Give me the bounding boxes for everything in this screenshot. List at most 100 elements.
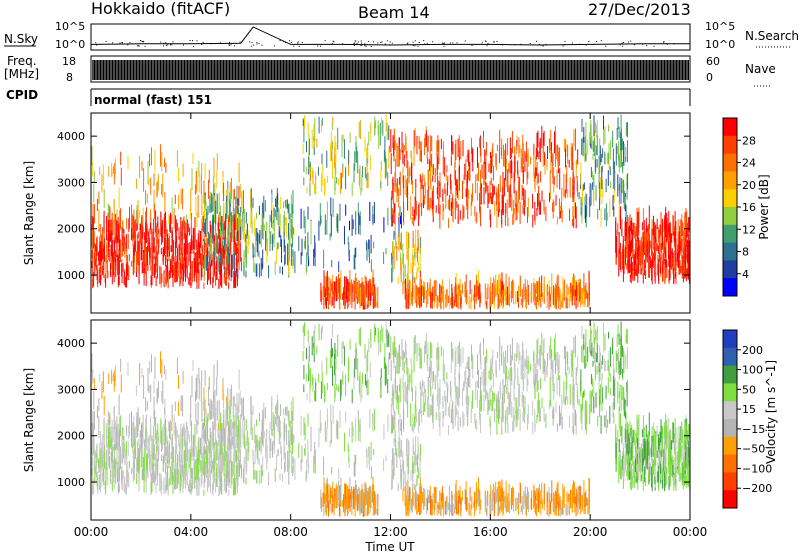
noise-dot — [426, 42, 428, 44]
noise-dot — [452, 42, 454, 44]
power-colorbar-tick-label: 16 — [742, 201, 756, 214]
power-colorbar-label: Power [dB] — [757, 174, 771, 239]
noise-dot — [96, 44, 98, 46]
noise-dot — [143, 40, 145, 42]
power-colorbar-tick-label: 24 — [742, 157, 756, 170]
noise-dot — [251, 42, 253, 44]
power-colorbar-swatch — [723, 135, 737, 155]
noise-dot — [496, 41, 498, 42]
noise-dot — [356, 43, 358, 44]
noise-dot — [578, 43, 580, 45]
noise-dot — [571, 42, 573, 44]
noise-dot — [193, 45, 195, 47]
noise-dot — [189, 40, 191, 41]
noise-dot — [354, 40, 356, 42]
noise-dot — [663, 41, 665, 43]
noise-dot — [353, 43, 355, 44]
noise-dot — [364, 45, 366, 47]
power-colorbar-swatch — [723, 278, 737, 297]
noise-dot — [414, 45, 416, 47]
noise-dot — [368, 40, 370, 42]
noise-dot — [665, 43, 667, 45]
noise-dot — [142, 41, 144, 43]
power-colorbar: 28 24 20 16 12 8 4 — [722, 117, 756, 297]
nave-tick-top: 60 — [706, 55, 720, 68]
noise-dot — [298, 45, 300, 47]
noise-dot — [443, 45, 445, 47]
noise-dot — [365, 45, 367, 47]
noise-dot — [249, 41, 251, 43]
freq-tick-bottom: 8 — [66, 71, 73, 84]
noise-dot — [170, 44, 171, 46]
y-tick-label: 3000 — [57, 176, 85, 189]
nave-tick-bottom: 0 — [706, 71, 713, 84]
noise-dot — [229, 41, 230, 43]
noise-dot — [250, 45, 252, 47]
noise-dot — [493, 40, 495, 42]
noise-right-tick-top: 10^5 — [705, 20, 735, 33]
noise-dot — [412, 41, 414, 43]
noise-dot — [261, 44, 263, 46]
noise-tick-top: 10^5 — [55, 20, 85, 33]
noise-dot — [412, 45, 414, 46]
power-colorbar-tick-label: 12 — [742, 223, 756, 236]
noise-dot — [442, 42, 444, 44]
noise-dot — [673, 43, 675, 45]
noise-dot — [171, 44, 173, 46]
noise-dot — [542, 45, 544, 47]
noise-dot — [290, 42, 292, 43]
noise-dot — [423, 40, 425, 42]
power-colorbar-swatch — [723, 242, 737, 261]
noise-dot — [407, 42, 409, 44]
noise-dot — [332, 40, 334, 42]
power-panel: 1000 2000 3000 4000 Slant Range [km] 28 24 20… — [22, 112, 771, 314]
noise-dot — [621, 42, 623, 44]
frequency-gaps — [92, 60, 688, 80]
freq-tick-top: 18 — [62, 55, 76, 68]
velocity-data-marks — [90, 321, 691, 517]
noise-dot — [373, 41, 374, 43]
noise-dot — [230, 44, 232, 46]
noise-dot — [417, 45, 419, 47]
power-colorbar-swatch — [723, 224, 737, 244]
noise-dot — [342, 43, 344, 45]
noise-dot — [202, 41, 204, 43]
noise-dot — [360, 45, 362, 47]
noise-dot — [585, 44, 587, 46]
noise-dot — [498, 43, 500, 45]
noise-dot — [520, 43, 522, 45]
noise-dot — [493, 41, 495, 43]
noise-dot — [331, 43, 333, 45]
noise-dot — [605, 45, 607, 47]
power-colorbar-swatch — [723, 189, 737, 208]
noise-dot — [545, 43, 547, 45]
noise-dot — [256, 43, 258, 45]
power-data-marks — [90, 114, 691, 310]
noise-dot — [667, 43, 668, 45]
noise-dot — [228, 45, 230, 46]
noise-dot — [357, 41, 359, 43]
y-tick-label: 4000 — [57, 130, 85, 143]
noise-dot — [370, 45, 372, 47]
power-colorbar-swatch — [723, 207, 737, 226]
noise-dot — [95, 42, 97, 44]
noise-dot — [391, 42, 393, 44]
noise-dot — [183, 44, 184, 46]
noise-dot — [355, 40, 357, 42]
noise-dot — [361, 44, 363, 46]
noise-dot — [192, 40, 193, 42]
noise-dot — [444, 42, 446, 44]
y-tick-label: 2000 — [57, 223, 85, 236]
noise-dot — [297, 42, 299, 44]
noise-dot — [414, 40, 416, 42]
noise-dot — [236, 43, 238, 45]
noise-dot — [564, 40, 566, 42]
noise-dot — [380, 41, 382, 43]
noise-dot — [196, 40, 198, 42]
noise-dot — [596, 40, 598, 42]
power-colorbar-swatch — [723, 260, 737, 279]
noise-dot — [441, 42, 443, 44]
noise-right-tick-bottom: 10^0 — [705, 38, 735, 51]
noise-dot — [320, 45, 321, 47]
